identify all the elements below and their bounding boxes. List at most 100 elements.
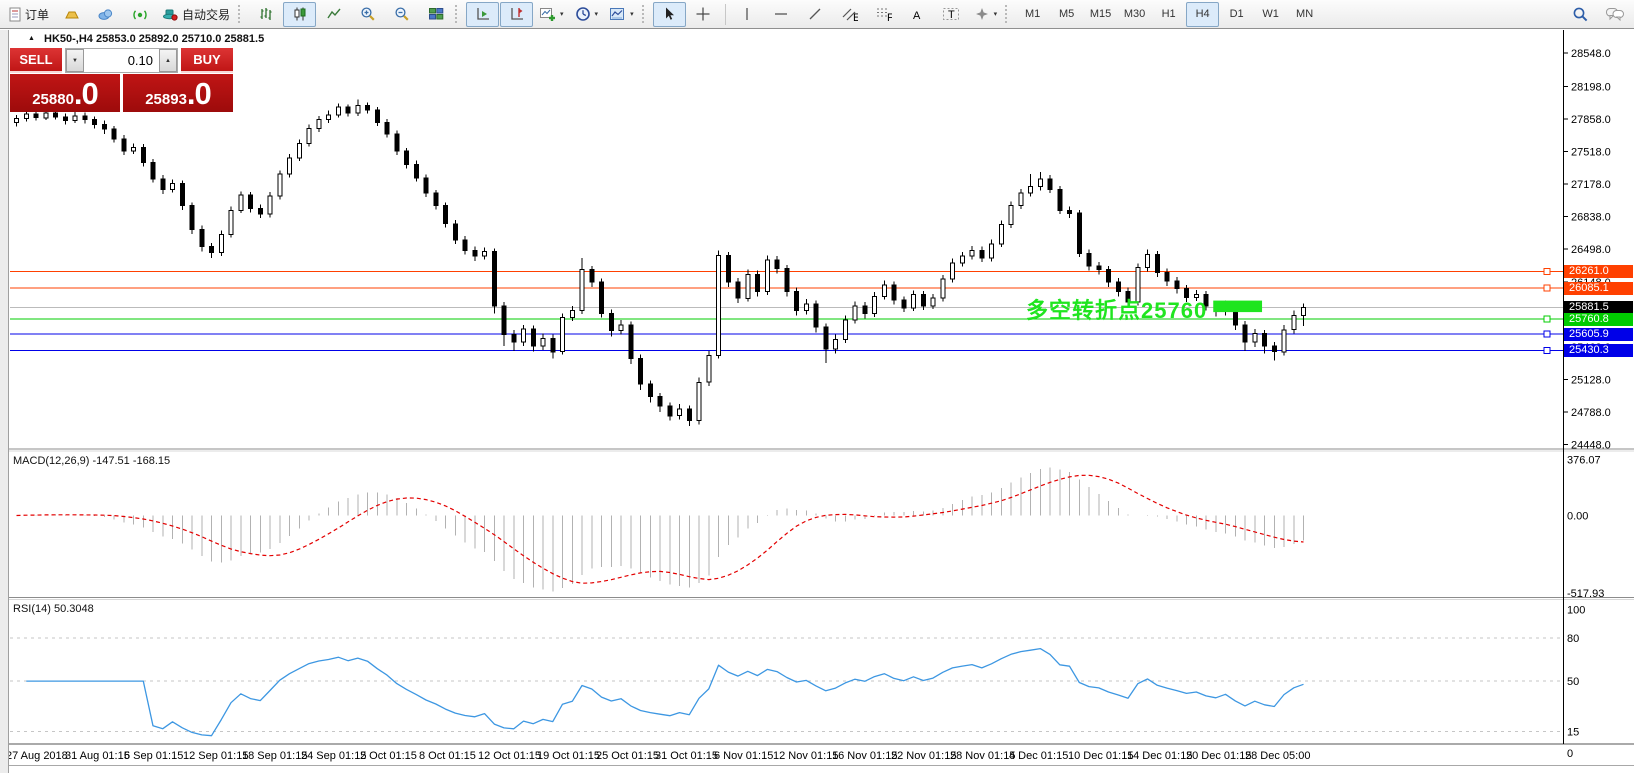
chart-bars-button[interactable] bbox=[249, 2, 282, 27]
auto-scroll-button[interactable] bbox=[466, 1, 500, 27]
timeframe-m1[interactable]: M1 bbox=[1024, 8, 1041, 20]
indicators-button[interactable]: ▾ bbox=[534, 2, 569, 27]
chart-candles-button[interactable] bbox=[283, 1, 317, 27]
candle-body bbox=[959, 255, 965, 264]
rsi-indicator-label: RSI(14) 50.3048 bbox=[13, 603, 94, 615]
candle-body bbox=[1174, 280, 1180, 290]
candle-body bbox=[764, 259, 770, 292]
price-tick-label: 28548.0 bbox=[1571, 48, 1611, 60]
chart-canvas[interactable]: 28548.0 28198.0 27858.0 27518.0 27178.0 26838… bbox=[0, 30, 1634, 773]
candle-body bbox=[901, 299, 907, 309]
zoom-in-icon bbox=[360, 6, 376, 22]
line-handle[interactable] bbox=[1543, 347, 1551, 355]
timeframe-w1[interactable]: W1 bbox=[1262, 8, 1279, 20]
new-order-button[interactable]: 订单 bbox=[3, 2, 54, 27]
time-label: 2 Oct 01:15 bbox=[360, 750, 417, 762]
chevron-down-icon: ▾ bbox=[560, 11, 564, 18]
buy-price-display[interactable]: 25893 .0 bbox=[123, 74, 233, 112]
trendline-button[interactable] bbox=[799, 2, 832, 27]
candle-body bbox=[316, 119, 322, 129]
timeframe-h4[interactable]: H4 bbox=[1186, 1, 1220, 27]
candle-body bbox=[355, 104, 361, 114]
templates-button[interactable]: ▾ bbox=[604, 2, 639, 27]
timeframe-group: M1 M5 M15 M30 H1 H4 D1 W1 MN bbox=[1016, 1, 1321, 27]
horizontal-line-icon bbox=[773, 6, 789, 22]
sell-price-display[interactable]: 25880 .0 bbox=[10, 74, 120, 112]
volume-decrease-button[interactable]: ▼ bbox=[66, 49, 84, 72]
cursor-arrow-icon bbox=[661, 6, 677, 22]
candle-body bbox=[53, 112, 58, 118]
candle-body bbox=[608, 313, 614, 332]
candle-body bbox=[911, 293, 916, 309]
volume-input[interactable]: 0.10 bbox=[127, 53, 153, 68]
candle-body bbox=[413, 164, 419, 179]
line-handle[interactable] bbox=[1543, 284, 1551, 292]
candle-body bbox=[170, 183, 175, 190]
timeframe-d1[interactable]: D1 bbox=[1229, 8, 1244, 20]
auto-trading-button[interactable]: 自动交易 bbox=[157, 2, 235, 27]
timeframe-m15[interactable]: M15 bbox=[1089, 8, 1112, 20]
time-label: 22 Nov 01:15 bbox=[891, 750, 956, 762]
community-button[interactable] bbox=[89, 2, 122, 27]
svg-text:A: A bbox=[913, 10, 921, 22]
auto-scroll-icon bbox=[475, 6, 491, 22]
candle-body bbox=[1135, 267, 1141, 303]
candle-body bbox=[1028, 186, 1033, 194]
price-tick-label: 27178.0 bbox=[1571, 179, 1611, 191]
time-label: 14 Dec 01:15 bbox=[1127, 750, 1192, 762]
arrows-button[interactable]: ▾ bbox=[969, 2, 1003, 27]
candle-body bbox=[1184, 288, 1189, 298]
timeframe-mn[interactable]: MN bbox=[1296, 8, 1314, 20]
buy-price-main: 25893 bbox=[145, 91, 187, 108]
zoom-out-button[interactable] bbox=[385, 2, 418, 27]
time-label: 19 Oct 01:15 bbox=[537, 750, 600, 762]
line-handle[interactable] bbox=[1543, 267, 1551, 275]
timeframe-h1[interactable]: H1 bbox=[1161, 8, 1176, 20]
timeframe-m5[interactable]: M5 bbox=[1058, 8, 1075, 20]
candle-body bbox=[930, 297, 936, 307]
candle-body bbox=[862, 305, 868, 314]
channel-button[interactable]: E bbox=[833, 2, 866, 27]
macd-tick-label: -517.93 bbox=[1567, 588, 1604, 600]
search-button[interactable] bbox=[1564, 2, 1597, 27]
buy-button[interactable]: BUY bbox=[181, 48, 233, 73]
price-tick-label: 24448.0 bbox=[1571, 440, 1611, 452]
chat-button[interactable] bbox=[1598, 2, 1631, 27]
chart-workspace: 28548.0 28198.0 27858.0 27518.0 27178.0 26838… bbox=[0, 30, 1634, 773]
market-depth-button[interactable] bbox=[55, 2, 88, 27]
chevron-down-icon: ▾ bbox=[993, 11, 998, 18]
fibonacci-icon: F bbox=[875, 6, 892, 22]
timeframe-m30[interactable]: M30 bbox=[1123, 8, 1146, 20]
volume-increase-button[interactable]: ▲ bbox=[159, 49, 177, 72]
one-click-trading-panel: SELL ▼ 0.10 ▲ BUY 25880 .0 25893 .0 bbox=[10, 48, 233, 112]
chart-line-button[interactable] bbox=[317, 2, 350, 27]
zoom-in-button[interactable] bbox=[351, 2, 384, 27]
tile-windows-button[interactable] bbox=[419, 2, 452, 27]
text-button[interactable]: A bbox=[901, 2, 934, 27]
cursor-button[interactable] bbox=[652, 1, 686, 27]
rsi-tick-label: 0 bbox=[1567, 748, 1573, 760]
line-handle[interactable] bbox=[1543, 330, 1551, 338]
periods-button[interactable]: ▾ bbox=[570, 2, 604, 27]
signals-button[interactable] bbox=[123, 2, 156, 27]
fibonacci-button[interactable]: F bbox=[867, 2, 900, 27]
line-handle[interactable] bbox=[1543, 315, 1551, 323]
candle-body bbox=[491, 250, 497, 307]
chart-shift-button[interactable] bbox=[500, 1, 534, 27]
candle-body bbox=[745, 273, 751, 299]
time-label: 25 Oct 01:15 bbox=[596, 750, 659, 762]
collapse-icon[interactable]: ▲ bbox=[28, 35, 35, 42]
vertical-line-button[interactable] bbox=[731, 2, 764, 27]
turning-point-annotation[interactable]: 多空转折点25760 bbox=[1026, 298, 1208, 323]
sell-button[interactable]: SELL bbox=[10, 48, 62, 73]
crosshair-button[interactable] bbox=[687, 2, 720, 27]
chart-ohlc-values: 25853.0 25892.0 25710.0 25881.5 bbox=[95, 33, 265, 45]
text-label-button[interactable]: T bbox=[935, 2, 968, 27]
level-price-badge: 25605.9 bbox=[1564, 327, 1633, 341]
time-label: 28 Nov 01:15 bbox=[950, 750, 1015, 762]
candle-body bbox=[755, 273, 760, 293]
candle-body bbox=[33, 113, 39, 119]
horizontal-line-button[interactable] bbox=[765, 2, 798, 27]
window-splitter[interactable] bbox=[0, 30, 9, 773]
candle-body bbox=[1047, 178, 1053, 190]
